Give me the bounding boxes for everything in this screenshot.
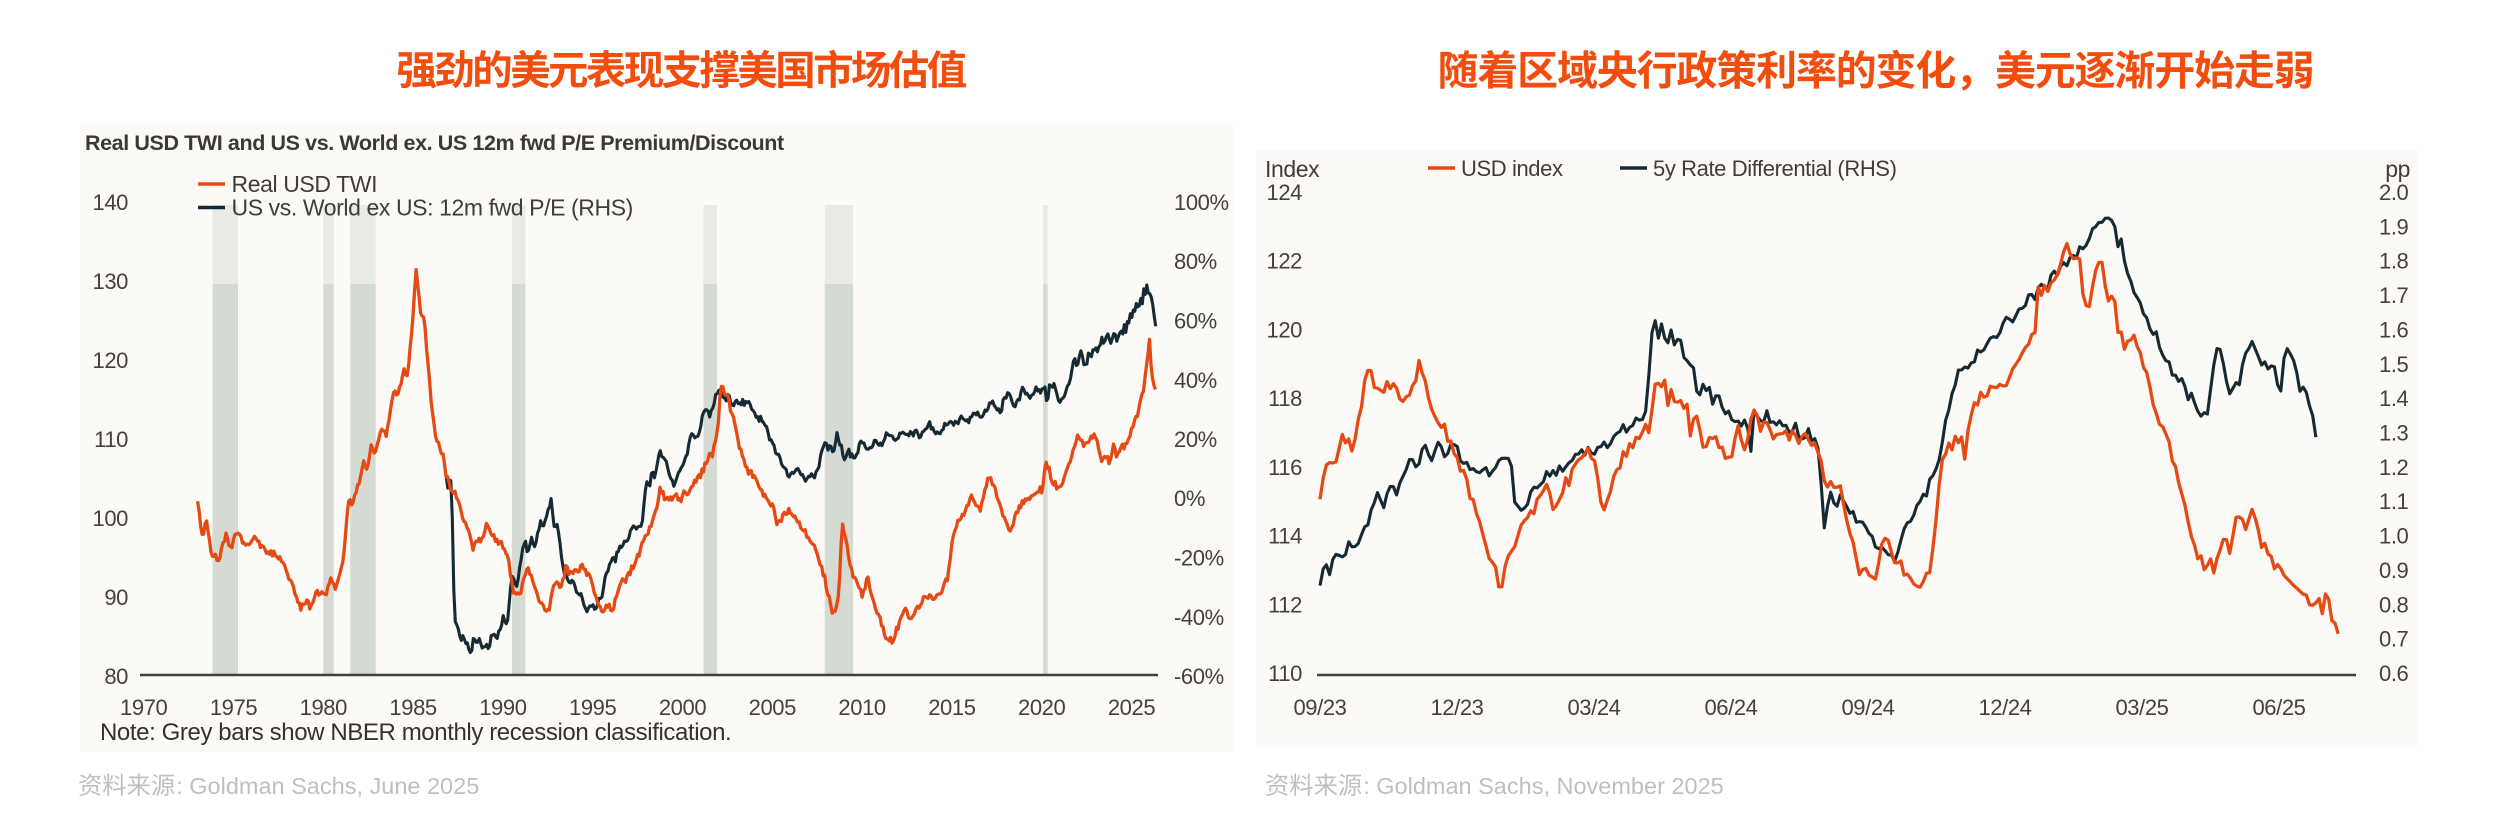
svg-text:1.2: 1.2 [2379, 455, 2409, 480]
svg-text:116: 116 [1268, 455, 1302, 480]
svg-text:09/23: 09/23 [1293, 695, 1346, 720]
svg-text:06/24: 06/24 [1704, 695, 1757, 720]
svg-text:: Goldman Sachs, November 2025: : Goldman Sachs, November 2025 [1363, 773, 1724, 799]
svg-text:130: 130 [92, 269, 128, 294]
svg-text:120: 120 [1266, 317, 1302, 342]
svg-text:0.9: 0.9 [2379, 558, 2409, 583]
svg-text:USD index: USD index [1461, 156, 1563, 181]
svg-text:1.9: 1.9 [2379, 214, 2409, 239]
svg-text:Real USD TWI: Real USD TWI [232, 171, 378, 197]
svg-text:0.7: 0.7 [2379, 627, 2409, 652]
svg-text:-60%: -60% [1174, 664, 1224, 689]
svg-text:1985: 1985 [389, 695, 437, 720]
svg-text:1980: 1980 [300, 695, 348, 720]
svg-text:Real USD TWI and US vs. World: Real USD TWI and US vs. World ex. US 12m… [85, 131, 784, 155]
svg-text:1.4: 1.4 [2379, 386, 2409, 411]
svg-text:US vs. World ex US: 12m fwd P/: US vs. World ex US: 12m fwd P/E (RHS) [232, 195, 633, 221]
svg-text:12/23: 12/23 [1430, 695, 1483, 720]
svg-text:Index: Index [1265, 156, 1320, 182]
svg-text:-40%: -40% [1174, 605, 1224, 630]
svg-text:1990: 1990 [479, 695, 527, 720]
svg-text:06/25: 06/25 [2252, 695, 2305, 720]
svg-text:0%: 0% [1174, 486, 1205, 511]
svg-text:114: 114 [1268, 524, 1302, 549]
svg-text:80%: 80% [1174, 249, 1217, 274]
svg-text:0.6: 0.6 [2379, 661, 2409, 686]
svg-text:1.1: 1.1 [2379, 489, 2409, 514]
svg-text:2.0: 2.0 [2379, 180, 2409, 205]
svg-text:124: 124 [1266, 180, 1302, 205]
svg-text:-20%: -20% [1174, 546, 1224, 571]
svg-text:12/24: 12/24 [1978, 695, 2031, 720]
svg-text:1.7: 1.7 [2379, 283, 2409, 308]
svg-text:1.6: 1.6 [2379, 317, 2409, 342]
svg-text:09/24: 09/24 [1841, 695, 1894, 720]
svg-text:80: 80 [104, 664, 128, 689]
svg-text:2005: 2005 [749, 695, 797, 720]
svg-text:2015: 2015 [928, 695, 976, 720]
svg-text:1995: 1995 [569, 695, 617, 720]
svg-text:03/25: 03/25 [2115, 695, 2168, 720]
svg-text:: Goldman Sachs, June 2025: : Goldman Sachs, June 2025 [176, 773, 479, 799]
svg-text:100%: 100% [1174, 190, 1229, 215]
svg-text:2025: 2025 [1108, 695, 1156, 720]
svg-text:100: 100 [92, 506, 128, 531]
svg-text:5y Rate Differential (RHS): 5y Rate Differential (RHS) [1653, 156, 1897, 181]
svg-text:110: 110 [94, 427, 128, 452]
svg-text:2020: 2020 [1018, 695, 1066, 720]
svg-text:1.0: 1.0 [2379, 524, 2409, 549]
svg-text:90: 90 [104, 585, 128, 610]
svg-text:110: 110 [1268, 661, 1302, 686]
svg-text:0.8: 0.8 [2379, 592, 2409, 617]
svg-text:Note: Grey bars show NBER mont: Note: Grey bars show NBER monthly recess… [100, 719, 731, 746]
svg-text:1.3: 1.3 [2379, 421, 2409, 446]
svg-text:pp: pp [2385, 156, 2410, 182]
svg-text:1970: 1970 [120, 695, 168, 720]
svg-text:1975: 1975 [210, 695, 258, 720]
svg-text:60%: 60% [1174, 309, 1217, 334]
svg-text:2000: 2000 [659, 695, 707, 720]
svg-text:2010: 2010 [838, 695, 886, 720]
svg-text:118: 118 [1268, 386, 1302, 411]
svg-text:03/24: 03/24 [1567, 695, 1620, 720]
svg-text:20%: 20% [1174, 427, 1217, 452]
svg-text:40%: 40% [1174, 368, 1217, 393]
svg-text:120: 120 [92, 348, 128, 373]
svg-text:112: 112 [1268, 592, 1302, 617]
svg-text:140: 140 [92, 190, 128, 215]
svg-text:1.5: 1.5 [2379, 352, 2409, 377]
svg-text:1.8: 1.8 [2379, 249, 2409, 274]
svg-text:122: 122 [1266, 249, 1302, 274]
